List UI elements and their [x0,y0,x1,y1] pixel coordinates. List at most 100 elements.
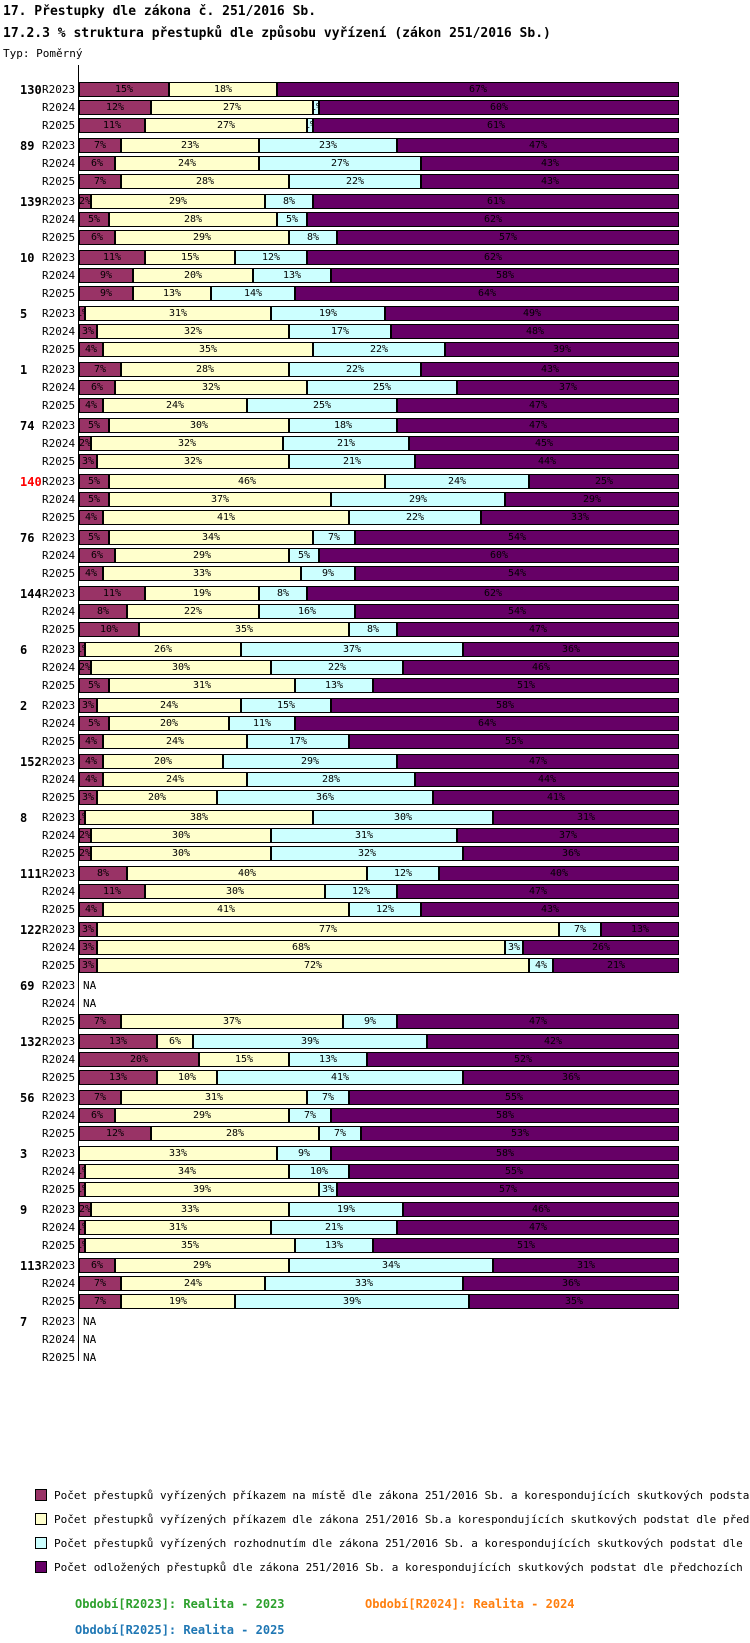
bar-segment-series1: 3% [79,324,97,339]
segment-value-label: 15% [180,251,200,263]
segment-value-label: 17% [330,325,350,337]
segment-value-label: 31% [168,1221,188,1233]
bar-segment-series4: 49% [385,306,679,321]
bar-segment-series3: 18% [289,418,397,433]
row-period-label: R2024 [42,493,76,506]
stacked-bar: 3% 72% 4% 21% [79,958,679,973]
segment-value-label: 3% [81,325,95,337]
segment-value-label: 8% [306,231,320,243]
bar-segment-series3: 8% [289,230,337,245]
segment-value-label: 22% [327,661,347,673]
row-period-label: R2025 [42,735,76,748]
segment-value-label: 62% [483,251,503,263]
bar-group-113: 113 R2023 6% 29% 34% 31% R2024 7% 24% 33% 36% R2025… [0,1258,750,1309]
bar-segment-series4: 55% [349,1090,679,1105]
segment-value-label: 54% [507,605,527,617]
bar-group-3: 3 R2023 33% 9% 58% R2024 1% 34% 10% 55% R2025 1% 39%… [0,1146,750,1197]
stacked-bar: 10% 35% 8% 47% [79,622,679,637]
row-period-label: R2024 [42,381,76,394]
stacked-bar: 2% 33% 19% 46% [79,1202,679,1217]
bar-row: 111 R2023 8% 40% 12% 40% [0,866,750,881]
bar-segment-series3: 12% [367,866,439,881]
bar-segment-series4: 51% [373,678,679,693]
row-period-label: R2023 [42,1259,76,1272]
bar-segment-series4: 36% [463,1276,679,1291]
segment-value-label: 51% [516,679,536,691]
bar-segment-series1: 5% [79,530,109,545]
segment-value-label: 35% [564,1295,584,1307]
bar-row: R2024 NA [0,996,750,1011]
bar-segment-series1: 1% [79,1182,85,1197]
bar-segment-series4: 21% [553,958,679,973]
bar-segment-series2: 30% [91,828,271,843]
bar-segment-series2: 30% [145,884,325,899]
bar-segment-series2: 15% [145,250,235,265]
segment-value-label: 4% [84,567,98,579]
legend-item: Počet přestupků vyřízených příkazem dle … [35,1507,750,1531]
segment-value-label: 3% [81,699,95,711]
bar-segment-series4: 54% [355,530,679,545]
bar-segment-series3: 29% [223,754,397,769]
segment-value-label: 45% [534,437,554,449]
bar-segment-series1: 2% [79,436,91,451]
bar-segment-series4: 58% [331,698,679,713]
bar-segment-series3: 19% [271,306,385,321]
segment-value-label: 35% [198,343,218,355]
segment-value-label: 47% [528,399,548,411]
bar-row: 1 R2023 7% 28% 22% 43% [0,362,750,377]
bar-row: 139 R2023 2% 29% 8% 61% [0,194,750,209]
bar-segment-series4: 31% [493,1258,679,1273]
segment-value-label: 19% [168,1295,188,1307]
stacked-bar: 4% 41% 22% 33% [79,510,679,525]
segment-value-label: 30% [171,829,191,841]
bar-group-74: 74 R2023 5% 30% 18% 47% R2024 2% 32% 21% 45% R2025 3… [0,418,750,469]
bar-segment-series2: 26% [85,642,241,657]
segment-value-label: 24% [177,157,197,169]
bar-segment-series1: 4% [79,342,103,357]
stacked-bar: 2% 30% 22% 46% [79,660,679,675]
bar-segment-series3: 17% [247,734,349,749]
row-period-label: R2025 [42,511,76,524]
bar-row: R2025 5% 31% 13% 51% [0,678,750,693]
stacked-bar: 5% 46% 24% 25% [79,474,679,489]
group-number-label: 152 [20,754,42,769]
bar-segment-series4: 64% [295,286,679,301]
bar-segment-series2: 24% [103,398,247,413]
segment-value-label: 47% [528,885,548,897]
segment-value-label: 40% [549,867,569,879]
group-number-label: 5 [20,306,28,321]
segment-value-label: 36% [561,643,581,655]
bar-segment-series1: 11% [79,884,145,899]
bar-segment-series1: 15% [79,82,169,97]
stacked-bar: 8% 22% 16% 54% [79,604,679,619]
stacked-bar-chart: 130R202315%18%67%R202412%27%1%60%R202511… [0,65,750,1365]
stacked-bar: 7% 31% 7% 55% [79,1090,679,1105]
stacked-bar: 5% 20% 11% 64% [79,716,679,731]
segment-value-label: 54% [507,567,527,579]
row-period-label: R2023 [42,811,76,824]
period-label-2024: Období[R2024]: Realita - 2024 [365,1597,575,1611]
bar-segment-series2: 37% [109,492,331,507]
stacked-bar: 4% 24% 25% 47% [79,398,679,413]
segment-value-label: 43% [540,157,560,169]
bar-segment-series4: 13% [601,922,679,937]
segment-value-label: 6% [90,381,104,393]
segment-value-label: 30% [189,419,209,431]
bar-group-9: 9R20232%33%19%46%R20241%31%21%47%R20251%… [0,1202,750,1253]
segment-value-label: 7% [93,1295,107,1307]
segment-value-label: 3% [81,923,95,935]
segment-value-label: 1% [314,102,318,113]
row-period-label: R2023 [42,363,76,376]
segment-value-label: 33% [168,1147,188,1159]
segment-value-label: 34% [381,1259,401,1271]
segment-value-label: 60% [489,549,509,561]
bar-segment-series2: 30% [91,846,271,861]
bar-segment-series3: 12% [325,884,397,899]
segment-value-label: 48% [525,325,545,337]
segment-value-label: 22% [345,363,365,375]
stacked-bar: 13% 6% 39% 42% [79,1034,679,1049]
bar-segment-series3: 22% [313,342,445,357]
stacked-bar: 33% 9% 58% [79,1146,679,1161]
segment-value-label: 8% [282,195,296,207]
bar-segment-series1: 12% [79,1126,151,1141]
